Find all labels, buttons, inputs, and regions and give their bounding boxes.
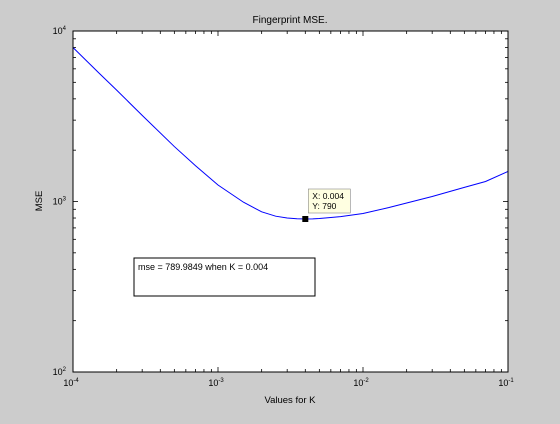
y-tick-label: 102 xyxy=(53,367,67,377)
y-axis-title: MSE xyxy=(34,191,45,212)
datatip-box xyxy=(307,188,351,214)
datatip-y-label: Y: 790 xyxy=(312,201,336,211)
annotation-box: mse = 789.9849 when K = 0.004 xyxy=(133,257,316,297)
annotation-text: mse = 789.9849 when K = 0.004 xyxy=(138,262,268,272)
x-tick-label: 10-3 xyxy=(208,378,224,388)
y-tick-label: 103 xyxy=(53,197,67,207)
axes-box xyxy=(72,30,509,373)
ticks-layer: 10-4 10-3 10-2 10-1 102 103 104 xyxy=(53,26,515,388)
x-tick-label: 10-1 xyxy=(498,378,514,388)
annotation-frame xyxy=(133,257,316,297)
x-tick-label: 10-2 xyxy=(353,378,369,388)
datatip[interactable]: X: 0.004 Y: 790 xyxy=(302,188,351,222)
datatip-x-label: X: 0.004 xyxy=(312,191,344,201)
chart-title: Fingerprint MSE. xyxy=(252,15,327,26)
y-tick-label: 104 xyxy=(53,26,67,36)
x-axis-title: Values for K xyxy=(264,395,316,406)
mse-series-line xyxy=(72,47,509,220)
x-tick-label: 10-4 xyxy=(63,378,79,388)
datatip-marker[interactable] xyxy=(302,216,309,222)
axes-background xyxy=(73,31,508,372)
